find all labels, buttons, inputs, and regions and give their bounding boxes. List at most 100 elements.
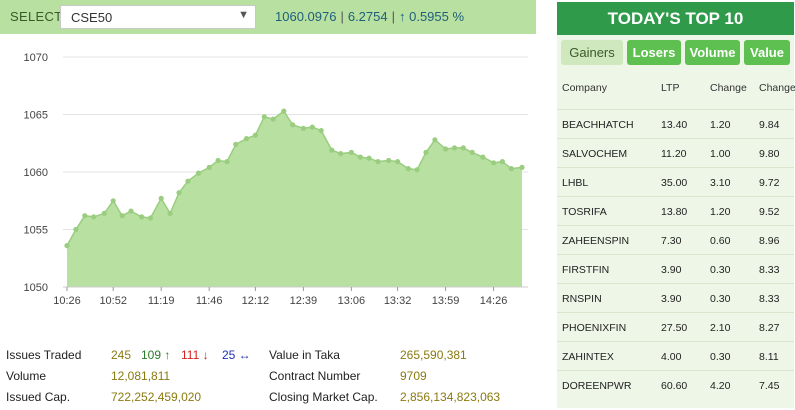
x-tick-label: 13:59 (432, 295, 460, 307)
data-point (261, 114, 267, 120)
company-cell: FIRSTFIN (562, 264, 610, 276)
change-pct-cell: 9.80 (759, 148, 780, 160)
index-change: 6.2754 (347, 9, 388, 24)
issues-traded-value: 245 (111, 348, 132, 362)
series-area (67, 111, 522, 287)
company-cell: PHOENIXFIN (562, 322, 627, 334)
top10-tabs: Gainers Losers Volume Value (557, 36, 794, 68)
change-pct-cell: 7.45 (759, 380, 780, 392)
volume-value: 12,081,811 (111, 369, 171, 383)
contract-number-label: Contract Number (269, 369, 361, 383)
table-row[interactable]: PHOENIXFIN 27.50 2.10 8.27 (557, 312, 794, 341)
data-point (158, 195, 164, 201)
data-point (176, 190, 182, 196)
change-cell: 0.60 (710, 235, 731, 247)
data-point (338, 151, 344, 157)
change-pct-cell: 8.33 (759, 264, 780, 276)
data-point (395, 159, 401, 165)
data-point (215, 157, 221, 164)
tab-gainers[interactable]: Gainers (561, 40, 623, 65)
table-row[interactable]: LHBL 35.00 3.10 9.72 (557, 167, 794, 196)
ltp-cell: 3.90 (661, 264, 682, 276)
select-label: SELECT (10, 9, 63, 24)
company-cell: DOREENPWR (562, 380, 632, 392)
index-select[interactable]: CSE50 ▼ (60, 5, 256, 29)
column-header-change-pct: Change (759, 82, 795, 94)
table-row[interactable]: BEACHHATCH 13.40 1.20 9.84 (557, 109, 794, 138)
data-point (110, 198, 116, 204)
issues-traded-label: Issues Traded (6, 348, 82, 362)
change-cell: 0.30 (710, 293, 731, 305)
index-chart: 1050 1055 1060 1065 1070 10:26 10:52 11:19 11:46… (0, 40, 536, 312)
tab-volume[interactable]: Volume (685, 40, 740, 65)
ltp-cell: 13.80 (661, 206, 688, 218)
declines-count: 111 ↓ (181, 348, 209, 362)
data-point (206, 164, 212, 170)
x-tick-label: 14:26 (480, 295, 508, 307)
ltp-cell: 60.60 (661, 380, 688, 392)
company-cell: RNSPIN (562, 293, 602, 305)
company-cell: ZAHINTEX (562, 351, 614, 363)
data-point (348, 149, 354, 155)
change-pct-cell: 8.11 (759, 351, 779, 363)
data-point (480, 154, 486, 160)
data-point (318, 128, 324, 134)
closing-cap-label: Closing Market Cap. (269, 390, 378, 404)
change-cell: 4.20 (710, 380, 731, 392)
company-cell: BEACHHATCH (562, 119, 634, 131)
company-cell: ZAHEENSPIN (562, 235, 630, 247)
y-tick-label: 1060 (24, 167, 48, 179)
volume-label: Volume (6, 369, 47, 383)
index-value: 1060.0976 (275, 9, 337, 24)
table-row[interactable]: RNSPIN 3.90 0.30 8.33 (557, 283, 794, 312)
data-point (405, 166, 411, 172)
data-point (224, 159, 230, 165)
table-row[interactable]: ZAHEENSPIN 7.30 0.60 8.96 (557, 225, 794, 254)
tab-losers[interactable]: Losers (627, 40, 681, 65)
x-tick-label: 12:39 (290, 295, 318, 307)
data-point (519, 164, 525, 170)
table-row[interactable]: TOSRIFA 13.80 1.20 9.52 (557, 196, 794, 225)
index-select-value: CSE50 (71, 10, 113, 25)
data-point (243, 136, 250, 142)
x-tick-label: 10:26 (53, 295, 81, 307)
data-point (375, 159, 381, 165)
x-tick-label: 13:32 (384, 295, 412, 307)
ltp-cell: 7.30 (661, 235, 682, 247)
chevron-down-icon: ▼ (238, 9, 249, 21)
y-tick-label: 1070 (24, 52, 48, 64)
x-tick-label: 11:46 (196, 295, 223, 307)
value-taka-value: 265,590,381 (400, 348, 467, 362)
issued-cap-value: 722,252,459,020 (111, 390, 202, 404)
index-bar: SELECT CSE50 ▼ 1060.0976 | 6.2754 | ↑ 0.5955… (0, 0, 536, 34)
change-cell: 1.20 (710, 119, 731, 131)
unchanged-count: 25 ↔ (222, 348, 251, 362)
data-point (147, 215, 154, 221)
tab-value[interactable]: Value (744, 40, 790, 65)
table-row[interactable]: ZAHINTEX 4.00 0.30 8.11 (557, 341, 794, 370)
data-point (64, 243, 70, 249)
table-row[interactable]: SALVOCHEM 11.20 1.00 9.80 (557, 138, 794, 167)
change-pct-cell: 8.96 (759, 235, 780, 247)
ltp-cell: 35.00 (661, 177, 688, 189)
change-cell: 0.30 (710, 351, 731, 363)
data-point (491, 160, 497, 166)
change-cell: 2.10 (710, 322, 731, 334)
data-point (281, 108, 287, 114)
y-tick-label: 1065 (24, 110, 48, 122)
column-header-change: Change (710, 82, 747, 94)
data-point (290, 122, 296, 128)
data-point (195, 170, 202, 176)
table-row[interactable]: FIRSTFIN 3.90 0.30 8.33 (557, 254, 794, 283)
data-point (508, 166, 514, 172)
company-cell: TOSRIFA (562, 206, 607, 218)
column-header-company: Company (562, 82, 607, 94)
change-pct-cell: 9.72 (759, 177, 780, 189)
data-point (128, 208, 134, 214)
table-row[interactable]: DOREENPWR 60.60 4.20 7.45 (557, 370, 794, 399)
issued-cap-label: Issued Cap. (6, 390, 71, 404)
ltp-cell: 4.00 (661, 351, 682, 363)
data-point (270, 116, 276, 122)
index-stats: 1060.0976 | 6.2754 | ↑ 0.5955 % (275, 9, 465, 24)
data-point (309, 124, 315, 130)
